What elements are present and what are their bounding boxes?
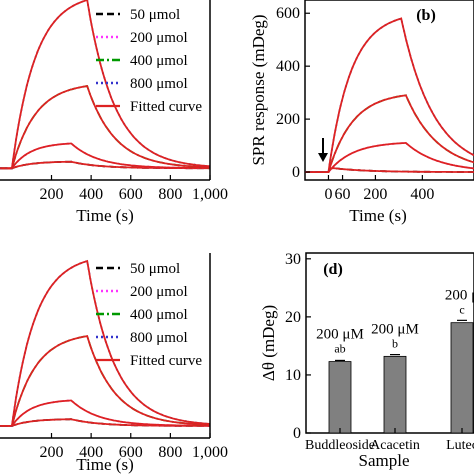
- panel-a-legend-label: 200 μmol: [130, 30, 188, 46]
- panel-a-legend-label: 400 μmol: [130, 53, 188, 69]
- panel-c-curves: [0, 259, 210, 427]
- panel-a-x-label: Time (s): [76, 206, 133, 225]
- panel-d-category-label: Acacetin: [370, 438, 420, 453]
- panel-c-x-label: Time (s): [76, 455, 133, 474]
- panel-c-x-ticks: 200 400 600 800 1,000: [40, 433, 228, 461]
- panel-b-y-ticks: 0 200 400 600: [276, 5, 310, 181]
- panel-c-fitted-curve-2: [0, 399, 210, 427]
- panel-a-x-tick-label: 600: [119, 186, 143, 203]
- panel-b-fitted-curve-4: [305, 17, 474, 173]
- panel-d-bar: [383, 355, 407, 434]
- panel-a-x-tick-label: 200: [40, 186, 64, 203]
- panel-d-bar-label: 200 μ: [445, 288, 474, 304]
- panel-a-x-tick-label: 1,000: [192, 186, 228, 203]
- panel-a-legend: 50 μmol 200 μmol 400 μmol 800 μmol Fitted cu…: [96, 7, 202, 115]
- panel-d-bar-label: 200 μM: [371, 321, 419, 337]
- panel-a-chart: 200 400 600 800 1,000 Time (s) 50 μmol 200 μm…: [0, 0, 228, 225]
- panel-c-chart: 200 400 600 800 1,000 Time (s) 50 μmol 200 μm…: [0, 253, 228, 474]
- panel-b-data-series-4: [305, 17, 474, 173]
- panel-b-x-tick-label: 200: [363, 186, 387, 203]
- panel-b-y-tick-label: 200: [276, 111, 300, 128]
- panel-b-y-tick-label: 400: [276, 58, 300, 75]
- panel-c-fitted-curve-4: [0, 259, 210, 427]
- panel-d-y-label: Δθ (mDeg): [259, 305, 278, 381]
- panel-d-bar: [328, 361, 352, 434]
- panel-b-frame: [304, 0, 474, 181]
- panel-b-fitted-curve-1: [305, 167, 474, 173]
- panel-b-x-tick-label: 0: [324, 186, 332, 203]
- panel-c-fitted-curve-3: [0, 335, 210, 427]
- panel-d-y-tick-label: 30: [285, 251, 301, 268]
- panel-c-legend-label: Fitted curve: [130, 353, 202, 369]
- panel-d-y-tick-label: 10: [285, 367, 301, 384]
- panel-a-legend-label: Fitted curve: [130, 99, 202, 115]
- panel-a-fitted-curve-3: [0, 85, 210, 170]
- panel-b-chart: 0 200 400 600 0 200 400 60 SPR response (mDeg)…: [249, 0, 474, 225]
- panel-d-y-tick-label: 20: [285, 309, 301, 326]
- panel-d-significance-label: b: [392, 336, 398, 350]
- panel-a-fitted-curve-4: [0, 0, 210, 170]
- panel-a-curves: [0, 0, 210, 170]
- panel-d-y-ticks: 0 10 20 30: [285, 251, 311, 442]
- panel-b-y-label: SPR response (mDeg): [249, 14, 268, 165]
- panel-b-x-tick-label: 400: [410, 186, 434, 203]
- panel-b-y-tick-label: 600: [276, 5, 300, 22]
- panel-c-legend-label: 800 μmol: [130, 330, 188, 346]
- panel-d-x-label: Sample: [359, 451, 410, 470]
- panel-a-legend-label: 800 μmol: [130, 76, 188, 92]
- panel-c-x-tick-label: 1,000: [192, 444, 228, 461]
- panel-b-x-ticks: 0 200 400 60: [324, 175, 434, 203]
- panel-a-legend-label: 50 μmol: [130, 7, 180, 23]
- panel-b-fitted-curve-3: [305, 94, 474, 173]
- panel-c-legend-label: 200 μmol: [130, 284, 188, 300]
- panel-a-fitted-curve-2: [0, 142, 210, 170]
- panel-d-significance-label: ab: [334, 342, 345, 356]
- panel-d-category-label: Buddleoside: [305, 438, 375, 453]
- panel-d-bar: [450, 322, 474, 434]
- panel-d-y-tick-label: 0: [293, 425, 301, 442]
- panel-c-x-tick-label: 200: [40, 444, 64, 461]
- panel-d-significance-label: c: [459, 303, 464, 317]
- injection-arrow-icon: [318, 138, 328, 162]
- panel-b-label: (b): [416, 7, 436, 24]
- panel-d-category-label: Lutec: [446, 438, 474, 453]
- panel-d-label: (d): [323, 261, 343, 278]
- panel-c-x-tick-label: 800: [158, 444, 182, 461]
- panel-a-x-ticks: 200 400 600 800 1,000: [40, 175, 228, 203]
- panel-c-x-tick-label: 600: [119, 444, 143, 461]
- panel-b-y-tick-label: 0: [292, 164, 300, 181]
- panel-b-curves: [305, 17, 474, 173]
- panel-a-x-tick-label: 400: [79, 186, 103, 203]
- panel-b-x-label: Time (s): [349, 206, 406, 225]
- panel-c-legend-label: 400 μmol: [130, 307, 188, 323]
- panel-c-legend: 50 μmol 200 μmol 400 μmol 800 μmol Fitted cu…: [96, 261, 202, 369]
- panel-c-data-series-3: [0, 335, 210, 427]
- panel-a-x-tick-label: 800: [158, 186, 182, 203]
- panel-d-bar-label: 200 μM: [316, 327, 364, 343]
- panel-c-x-tick-label: 400: [79, 444, 103, 461]
- panel-c-legend-label: 50 μmol: [130, 261, 180, 277]
- panel-b-fitted-curve-2: [305, 141, 474, 173]
- panel-b-x-tick-label: 60: [335, 186, 351, 203]
